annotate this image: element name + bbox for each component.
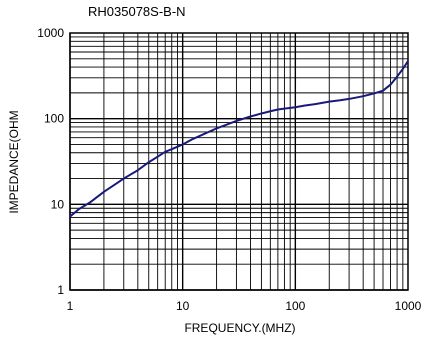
y-tick-label: 1000: [37, 26, 64, 40]
y-axis-ticks: 1 10 100 1000: [37, 26, 64, 297]
x-tick-label: 1: [67, 299, 74, 313]
y-tick-label: 100: [44, 112, 64, 126]
x-tick-label: 1000: [395, 299, 422, 313]
chart-grid: [69, 33, 408, 291]
chart-title: RH035078S-B-N: [88, 4, 186, 19]
y-tick-label: 1: [57, 283, 64, 297]
x-axis-ticks: 1 10 100 1000: [67, 299, 422, 313]
x-axis-label: FREQUENCY.(MHZ): [184, 321, 295, 335]
y-tick-label: 10: [51, 197, 65, 211]
series-layer: [69, 60, 409, 218]
impedance-series-line: [69, 60, 409, 218]
y-axis-label: IMPEDANCE(OHM: [7, 110, 21, 213]
x-tick-label: 10: [176, 299, 190, 313]
plot-frame: [69, 32, 409, 291]
x-tick-label: 100: [285, 299, 305, 313]
